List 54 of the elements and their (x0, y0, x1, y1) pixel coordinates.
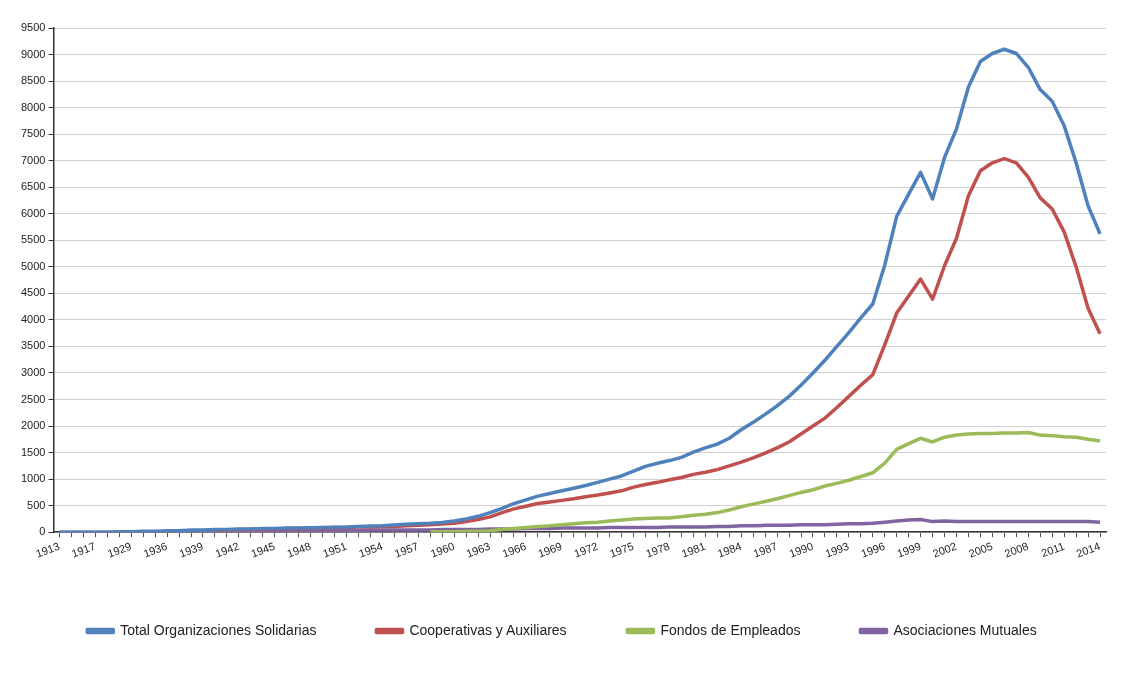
y-tick-label: 9500 (20, 21, 46, 34)
legend-label: Total Organizaciones Solidarias (120, 621, 317, 638)
x-tick-label: 1975 (608, 539, 636, 560)
y-tick-label: 7500 (20, 127, 46, 140)
x-tick-label: 1948 (285, 539, 313, 560)
x-tick-label: 1945 (249, 539, 277, 560)
x-tick-label: 1987 (751, 539, 779, 560)
y-tick-label: 8000 (20, 100, 46, 113)
x-tick-label: 1978 (644, 539, 672, 560)
x-tick-label: 2011 (1039, 539, 1066, 560)
x-tick-label: 1981 (679, 539, 708, 560)
y-tick-label: 2500 (20, 392, 46, 405)
x-tick-label: 1936 (141, 539, 169, 560)
y-tick-label: 4000 (20, 312, 46, 325)
x-tick-label: 2002 (931, 539, 959, 560)
y-tick-label: 5000 (20, 259, 46, 272)
x-tick-label: 1913 (34, 539, 62, 560)
x-tick-label: 1972 (572, 539, 600, 560)
y-tick-label: 8500 (20, 74, 46, 87)
x-tick-label: 1999 (895, 539, 923, 560)
x-tick-label: 1917 (69, 539, 98, 560)
y-tick-label: 500 (27, 498, 46, 511)
x-tick-label: 2008 (1002, 539, 1030, 560)
x-tick-label: 1969 (536, 539, 564, 560)
legend-label: Asociaciones Mutuales (893, 621, 1037, 638)
x-tick-label: 1963 (464, 539, 492, 560)
y-tick-label: 7000 (20, 153, 46, 166)
x-tick-label: 1954 (356, 539, 385, 560)
y-tick-label: 1500 (20, 445, 46, 458)
x-tick-label: 1966 (500, 539, 528, 560)
y-tick-label: 6000 (20, 206, 46, 219)
y-tick-label: 0 (39, 525, 46, 538)
x-tick-label: 1929 (105, 539, 133, 560)
legend-label: Cooperativas y Auxiliares (409, 621, 567, 638)
legend-label: Fondos de Empleados (660, 621, 801, 638)
x-tick-label: 2014 (1074, 539, 1102, 560)
x-tick-label: 1942 (213, 539, 241, 560)
y-tick-label: 2000 (20, 419, 46, 432)
x-tick-label: 1996 (859, 539, 887, 560)
y-tick-label: 4500 (20, 286, 46, 299)
y-tick-label: 3500 (20, 339, 46, 352)
x-tick-label: 1960 (428, 539, 456, 560)
y-tick-label: 6500 (20, 180, 46, 193)
y-tick-label: 9000 (20, 47, 46, 60)
x-tick-label: 1984 (715, 539, 743, 560)
y-tick-label: 5500 (20, 233, 46, 246)
y-tick-label: 1000 (20, 472, 46, 485)
x-tick-label: 1957 (392, 539, 420, 560)
x-tick-label: 1990 (787, 539, 815, 560)
y-tick-label: 3000 (20, 366, 46, 379)
x-tick-label: 1951 (321, 539, 349, 560)
x-tick-label: 1939 (177, 539, 205, 560)
x-tick-label: 1993 (823, 539, 851, 560)
x-tick-label: 2005 (966, 539, 995, 560)
